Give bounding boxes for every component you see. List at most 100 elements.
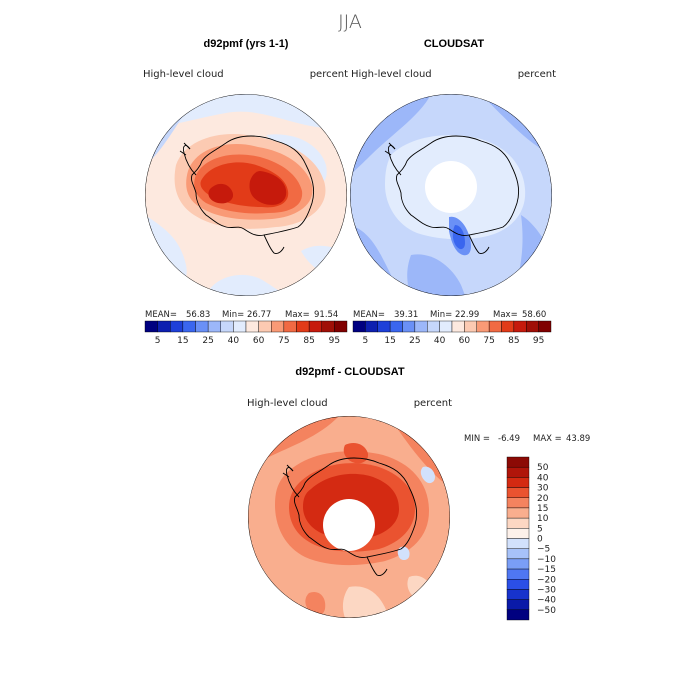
colorbar-obs-swatch: [427, 320, 440, 333]
colorbar-obs-swatch: [513, 320, 527, 333]
colorbar-diff-swatch: [506, 477, 530, 488]
colorbar-model-tick-label: 15: [177, 336, 188, 346]
colorbar-diff-swatch: [506, 466, 530, 478]
colorbar-model-tick-label: 95: [329, 336, 340, 346]
colorbar-diff-swatch: [506, 568, 530, 580]
colorbar-obs-swatch: [439, 320, 453, 333]
figure-title: JJA: [338, 11, 362, 33]
colorbar-obs-swatch: [488, 320, 502, 333]
colorbar-obs-tick-label: 15: [384, 336, 395, 346]
colorbar-obs: 5 15 25 40 60 75 85 95: [352, 320, 552, 346]
colorbar-obs-swatch: [476, 320, 490, 333]
panel-model-min-label: Min=: [222, 310, 244, 320]
panel-model-min: 26.77: [247, 310, 271, 320]
panel-diff-units: percent: [414, 398, 452, 409]
colorbar-obs-swatch: [365, 320, 378, 333]
colorbar-diff-swatch: [506, 548, 530, 560]
panel-obs: CLOUDSAT High-level cloud percent: [350, 38, 556, 346]
colorbar-model-swatch: [321, 320, 335, 333]
panel-model-units: percent: [310, 69, 348, 80]
colorbar-diff-tick-label: −15: [537, 565, 556, 575]
colorbar-model-swatch: [233, 320, 247, 333]
colorbar-diff-tick-label: 10: [537, 514, 549, 524]
panel-diff-max-label: MAX =: [533, 434, 562, 444]
colorbar-obs-swatch: [377, 320, 391, 333]
map-diff: [248, 416, 450, 618]
colorbar-model-swatch: [182, 320, 196, 333]
colorbar-obs-tick-label: 5: [363, 336, 369, 346]
colorbar-model-tick-label: 40: [228, 336, 240, 346]
panel-model-mean-label: MEAN=: [145, 310, 177, 320]
colorbar-obs-swatch: [389, 320, 403, 333]
colorbar-diff-tick-label: 30: [537, 484, 549, 494]
colorbar-model-swatch: [308, 320, 322, 333]
colorbar-model-tick-label: 5: [155, 336, 161, 346]
map-model-coastline: [179, 135, 315, 254]
panel-obs-variable: High-level cloud: [351, 69, 432, 80]
colorbar-model-tick-label: 75: [278, 336, 289, 346]
colorbar-diff-swatch: [506, 528, 530, 539]
colorbar-diff-swatch: [506, 497, 530, 509]
colorbar-obs-swatch: [464, 320, 477, 333]
colorbar-obs-swatch: [526, 320, 539, 333]
map-obs: [350, 94, 552, 296]
colorbar-model-swatch: [334, 320, 348, 333]
colorbar-diff-swatch: [506, 579, 530, 590]
colorbar-diff-tick-label: −40: [537, 596, 556, 606]
colorbar-obs-swatch: [538, 320, 552, 333]
panel-obs-mean-label: MEAN=: [353, 310, 385, 320]
colorbar-diff-swatch: [506, 558, 530, 570]
colorbar-diff-tick-label: −5: [537, 545, 550, 555]
colorbar-diff-tick-label: −50: [537, 606, 556, 616]
colorbar-obs-swatch: [352, 320, 366, 333]
colorbar-diff-tick-label: 15: [537, 504, 548, 514]
panel-model-max: 91.54: [314, 310, 338, 320]
colorbar-model-swatch: [271, 320, 285, 333]
colorbar-diff-swatch: [506, 609, 530, 621]
colorbar-model-swatch: [283, 320, 297, 333]
panel-obs-units: percent: [518, 69, 556, 80]
colorbar-diff-swatch: [506, 507, 530, 519]
colorbar-obs-tick-label: 25: [409, 336, 420, 346]
colorbar-obs-tick-label: 95: [533, 336, 544, 346]
colorbar-diff-tick-label: 20: [537, 494, 549, 504]
panel-diff-variable: High-level cloud: [247, 398, 328, 409]
colorbar-obs-swatch: [402, 320, 416, 333]
colorbar-diff-swatch: [506, 599, 530, 611]
colorbar-model-tick-label: 60: [253, 336, 265, 346]
panel-model-max-label: Max=: [285, 310, 310, 320]
colorbar-diff-tick-label: −20: [537, 575, 556, 585]
colorbar-obs-swatch: [451, 320, 465, 333]
colorbar-model-swatch: [296, 320, 310, 333]
colorbar-model: 5 15 25 40 60 75 85 95: [144, 320, 348, 346]
panel-obs-stats: MEAN= 39.31 Min= 22.99 Max= 58.60: [353, 310, 546, 320]
map-diff-coastline: [282, 457, 418, 576]
colorbar-diff-tick-label: 0: [537, 535, 543, 545]
colorbar-diff-swatch: [506, 487, 530, 498]
colorbar-diff-tick-label: −10: [537, 555, 556, 565]
panel-diff-stats: MIN = -6.49 MAX = 43.89: [464, 434, 590, 444]
panel-obs-min: 22.99: [455, 310, 479, 320]
panel-diff: d92pmf - CLOUDSAT High-level cloud perce…: [247, 366, 590, 621]
panel-obs-max: 58.60: [522, 310, 546, 320]
map-diff-pole-hole: [323, 499, 375, 551]
colorbar-model-swatch: [220, 320, 234, 333]
panel-diff-min: -6.49: [498, 434, 520, 444]
panel-model-title: d92pmf (yrs 1-1): [204, 38, 289, 50]
colorbar-model-tick-label: 25: [202, 336, 213, 346]
colorbar-diff-swatch: [506, 456, 530, 468]
panel-diff-title: d92pmf - CLOUDSAT: [295, 366, 404, 378]
map-obs-pole-hole: [425, 161, 477, 213]
panel-model-stats: MEAN= 56.83 Min= 26.77 Max= 91.54: [145, 310, 338, 320]
panel-obs-title: CLOUDSAT: [424, 38, 485, 50]
colorbar-obs-tick-label: 60: [459, 336, 471, 346]
colorbar-obs-swatch: [501, 320, 515, 333]
colorbar-diff-tick-label: 40: [537, 473, 549, 483]
panel-model-variable: High-level cloud: [143, 69, 224, 80]
colorbar-diff-tick-label: −30: [537, 585, 556, 595]
colorbar-obs-swatch: [414, 320, 428, 333]
panel-model: d92pmf (yrs 1-1) High-level cloud percen…: [143, 38, 348, 346]
colorbar-obs-tick-label: 40: [434, 336, 446, 346]
